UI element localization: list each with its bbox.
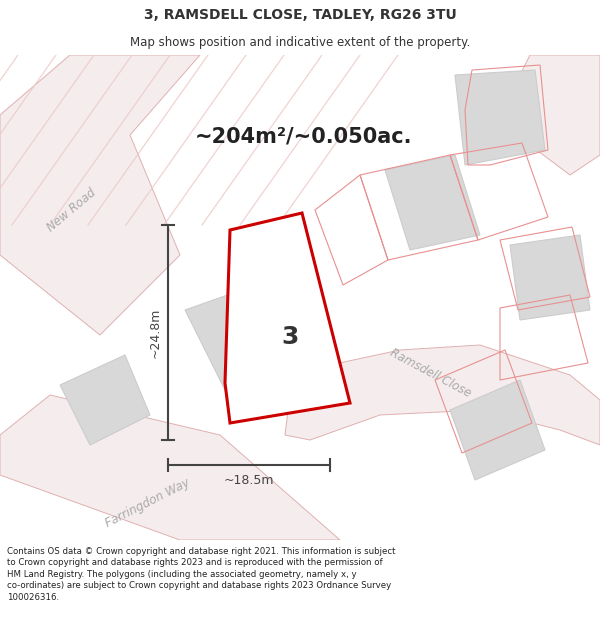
Text: 3: 3 [281, 325, 299, 349]
Text: New Road: New Road [45, 186, 99, 234]
Polygon shape [185, 280, 320, 410]
Polygon shape [285, 345, 600, 445]
Polygon shape [225, 213, 350, 423]
Text: ~18.5m: ~18.5m [224, 474, 274, 488]
Text: Map shows position and indicative extent of the property.: Map shows position and indicative extent… [130, 36, 470, 49]
Text: Farringdon Way: Farringdon Way [104, 476, 193, 530]
Text: ~204m²/~0.050ac.: ~204m²/~0.050ac. [195, 127, 413, 147]
Text: 3, RAMSDELL CLOSE, TADLEY, RG26 3TU: 3, RAMSDELL CLOSE, TADLEY, RG26 3TU [143, 8, 457, 22]
Text: Ramsdell Close: Ramsdell Close [387, 346, 473, 400]
Polygon shape [385, 155, 480, 250]
Polygon shape [450, 380, 545, 480]
Text: ~24.8m: ~24.8m [149, 308, 161, 358]
Text: Contains OS data © Crown copyright and database right 2021. This information is : Contains OS data © Crown copyright and d… [7, 547, 396, 602]
Polygon shape [0, 55, 200, 335]
Polygon shape [455, 70, 545, 165]
Polygon shape [510, 235, 590, 320]
Polygon shape [0, 395, 340, 540]
Polygon shape [60, 355, 150, 445]
Polygon shape [510, 55, 600, 175]
